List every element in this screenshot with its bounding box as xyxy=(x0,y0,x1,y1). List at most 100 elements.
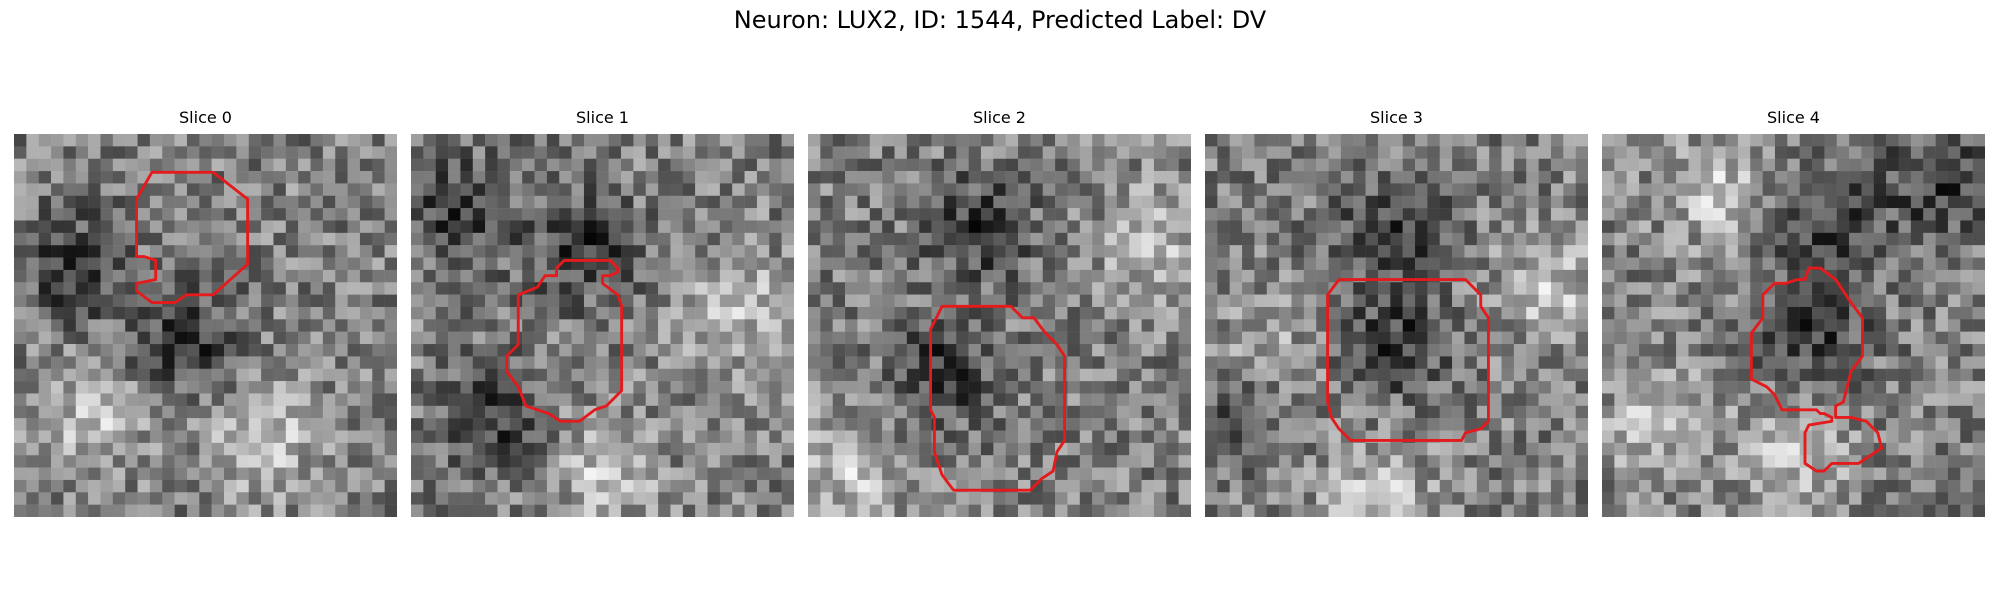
pixel xyxy=(1861,344,1875,357)
pixel xyxy=(359,245,373,258)
pixel xyxy=(1663,467,1677,481)
pixel xyxy=(1266,257,1280,271)
pixel xyxy=(645,344,659,357)
pixel xyxy=(1464,504,1478,517)
pixel xyxy=(1116,504,1130,517)
pixel xyxy=(919,232,932,246)
pixel xyxy=(1166,455,1179,468)
pixel xyxy=(112,146,126,159)
pixel xyxy=(808,331,821,345)
pixel xyxy=(559,195,572,209)
pixel xyxy=(1873,158,1887,172)
pixel xyxy=(1602,455,1615,468)
pixel xyxy=(322,455,336,468)
pixel xyxy=(100,146,114,159)
pixel xyxy=(485,269,498,283)
pixel xyxy=(1242,393,1255,407)
pixel xyxy=(384,134,397,147)
pixel xyxy=(485,232,498,246)
pixel xyxy=(1229,467,1243,481)
pixel xyxy=(1464,492,1478,505)
pixel xyxy=(1575,356,1588,369)
pixel xyxy=(1626,183,1640,197)
pixel xyxy=(1651,158,1665,172)
pixel xyxy=(633,381,646,394)
pixel xyxy=(423,158,436,172)
pixel xyxy=(1910,356,1924,369)
pixel xyxy=(359,430,373,444)
pixel xyxy=(1960,183,1973,197)
pixel xyxy=(1104,356,1118,369)
pixel xyxy=(1737,405,1751,419)
pixel xyxy=(1439,356,1453,369)
pixel xyxy=(1688,393,1702,407)
pixel xyxy=(522,134,535,147)
pixel xyxy=(125,405,138,419)
pixel xyxy=(1550,504,1564,517)
pixel xyxy=(174,331,188,345)
pixel xyxy=(1935,306,1949,320)
pixel xyxy=(1538,442,1552,456)
pixel xyxy=(919,455,932,468)
pixel xyxy=(1873,393,1887,407)
pixel xyxy=(1787,257,1800,271)
pixel xyxy=(1774,467,1788,481)
pixel xyxy=(756,171,770,184)
pixel xyxy=(1489,319,1502,332)
pixel xyxy=(137,232,151,246)
pixel xyxy=(658,479,671,493)
pixel xyxy=(919,381,932,394)
pixel xyxy=(1067,368,1081,382)
pixel xyxy=(869,430,883,444)
pixel xyxy=(1141,232,1155,246)
pixel xyxy=(149,368,163,382)
pixel xyxy=(162,294,175,308)
pixel xyxy=(1575,430,1588,444)
pixel xyxy=(559,331,572,345)
pixel xyxy=(596,368,609,382)
pixel xyxy=(310,442,324,456)
pixel xyxy=(1279,319,1292,332)
pixel xyxy=(261,467,274,481)
pixel xyxy=(583,344,597,357)
pixel xyxy=(75,220,89,234)
pixel xyxy=(931,183,945,197)
pixel xyxy=(1824,282,1837,295)
pixel xyxy=(719,492,733,505)
pixel xyxy=(781,294,794,308)
pixel xyxy=(423,269,436,283)
pixel xyxy=(820,492,833,505)
pixel xyxy=(298,455,311,468)
pixel xyxy=(1960,405,1973,419)
pixel xyxy=(682,282,696,295)
pixel xyxy=(596,306,609,320)
pixel xyxy=(583,504,597,517)
pixel xyxy=(1476,368,1490,382)
pixel xyxy=(820,158,833,172)
pixel xyxy=(1402,245,1416,258)
pixel xyxy=(943,257,957,271)
pixel xyxy=(211,269,225,283)
pixel xyxy=(1104,146,1118,159)
pixel xyxy=(1824,183,1837,197)
pixel xyxy=(1824,381,1837,394)
pixel xyxy=(1353,455,1366,468)
pixel xyxy=(894,356,908,369)
pixel xyxy=(707,331,721,345)
pixel xyxy=(1489,393,1502,407)
pixel xyxy=(1242,356,1255,369)
pixel xyxy=(1353,331,1366,345)
pixel xyxy=(335,368,348,382)
pixel xyxy=(670,467,684,481)
pixel xyxy=(1799,294,1813,308)
pixel xyxy=(485,331,498,345)
pixel xyxy=(1886,479,1899,493)
pixel xyxy=(1614,294,1627,308)
pixel xyxy=(174,171,188,184)
pixel xyxy=(744,467,758,481)
pixel xyxy=(1452,479,1465,493)
pixel xyxy=(1316,479,1329,493)
pixel xyxy=(1513,208,1527,221)
pixel xyxy=(1067,344,1081,357)
pixel xyxy=(224,442,237,456)
